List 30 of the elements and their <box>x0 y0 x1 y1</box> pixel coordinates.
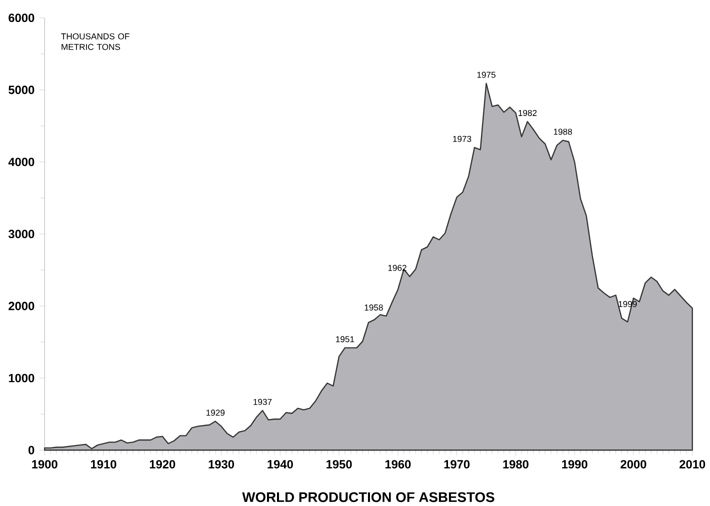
y-tick-label: 0 <box>28 446 34 454</box>
annotation: 1958 <box>364 304 383 310</box>
y-axis-title: THOUSANDS OF METRIC TONS <box>61 33 130 50</box>
annotation: 1962 <box>388 264 406 271</box>
annotation: 1988 <box>554 128 572 135</box>
annotation: 1975 <box>477 72 496 78</box>
x-tick-label: 1990 <box>562 460 588 468</box>
x-tick-label: 1980 <box>503 460 528 468</box>
x-tick-label: 1920 <box>150 460 176 468</box>
y-tick-label: 5000 <box>8 85 34 94</box>
text: WORLD PRODUCTION OF ASBESTOS <box>242 492 494 502</box>
y-tick-label: 2000 <box>8 302 34 310</box>
y-tick-label: 4000 <box>8 157 34 166</box>
annotation: 1982 <box>518 110 537 116</box>
y-tick-label: 3000 <box>8 230 34 238</box>
y-tick-label: 6000 <box>8 13 34 22</box>
x-tick-label: 1910 <box>91 460 116 468</box>
annotation: 1937 <box>254 398 272 405</box>
y-tick-label: 1000 <box>8 374 34 382</box>
x-tick-label: 1950 <box>326 460 352 468</box>
annotation: 1951 <box>336 336 354 342</box>
x-tick-label: 1930 <box>208 460 234 468</box>
x-tick-label: 2010 <box>680 460 706 468</box>
annotation: 1929 <box>206 409 225 416</box>
x-tick-label: 2000 <box>620 460 646 468</box>
annotation: 1973 <box>453 136 472 142</box>
x-tick-label: 1960 <box>385 460 411 468</box>
x-tick-label: 1900 <box>32 460 58 468</box>
x-tick-label: 1940 <box>268 460 293 468</box>
x-tick-label: 1970 <box>444 460 470 468</box>
